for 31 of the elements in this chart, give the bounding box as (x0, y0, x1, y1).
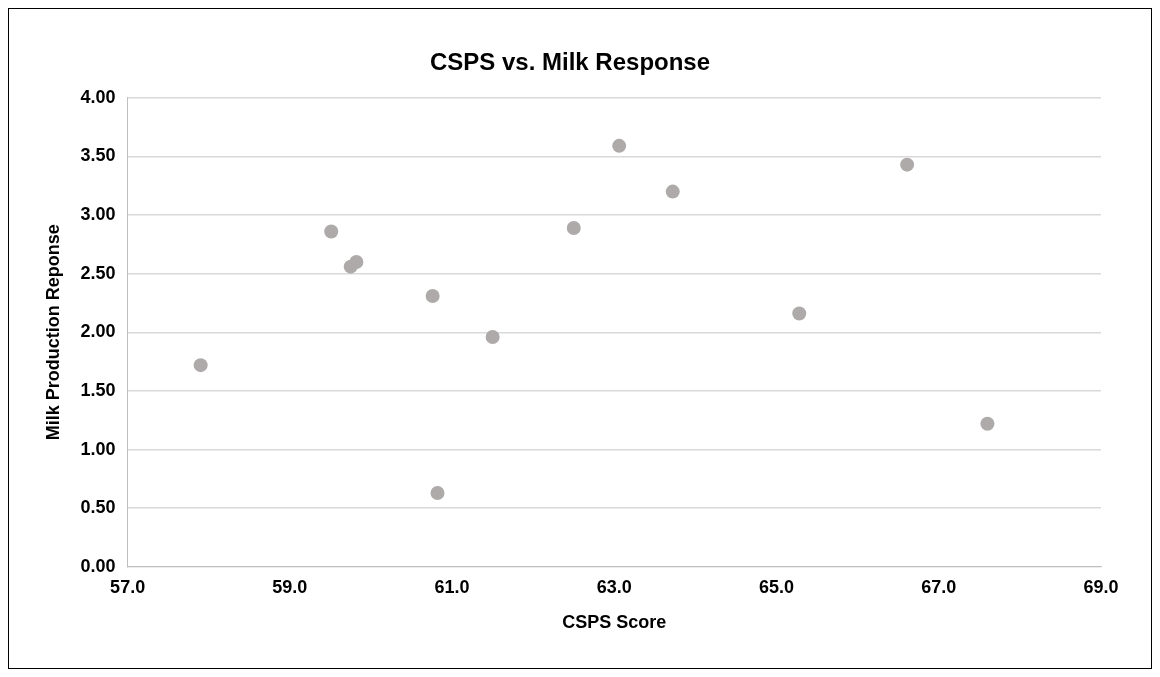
y-tick-label: 2.50 (80, 262, 116, 283)
point (900, 157, 915, 172)
x-tick-label: 61.0 (434, 576, 470, 597)
point (612, 138, 627, 153)
x-axis-title: CSPS Score (562, 612, 667, 633)
y-tick-label: 0.00 (80, 555, 116, 576)
point (193, 358, 208, 373)
y-tick-label: 3.00 (80, 204, 116, 225)
y-tick-label: 1.50 (80, 379, 116, 400)
point (324, 224, 339, 239)
x-tick-label: 67.0 (921, 576, 957, 597)
x-tick-label: 65.0 (759, 576, 795, 597)
point (343, 259, 358, 274)
point (665, 184, 680, 199)
point (980, 416, 995, 431)
x-tick-label: 63.0 (596, 576, 632, 597)
y-tick-label: 3.50 (80, 145, 116, 166)
point (430, 485, 445, 500)
point (792, 306, 807, 321)
y-tick-label: 4.00 (80, 86, 116, 107)
x-tick-label: 59.0 (272, 576, 308, 597)
point (485, 329, 500, 344)
x-tick-label: 57.0 (110, 576, 146, 597)
point (425, 288, 440, 303)
y-tick-label: 2.00 (80, 321, 116, 342)
chart-title: CSPS vs. Milk Response (429, 48, 711, 76)
point (566, 220, 581, 235)
x-tick-label: 69.0 (1083, 576, 1119, 597)
y-tick-label: 1.00 (80, 438, 116, 459)
y-axis-title: Milk Production Reponse (42, 224, 63, 441)
y-tick-label: 0.50 (80, 497, 116, 518)
